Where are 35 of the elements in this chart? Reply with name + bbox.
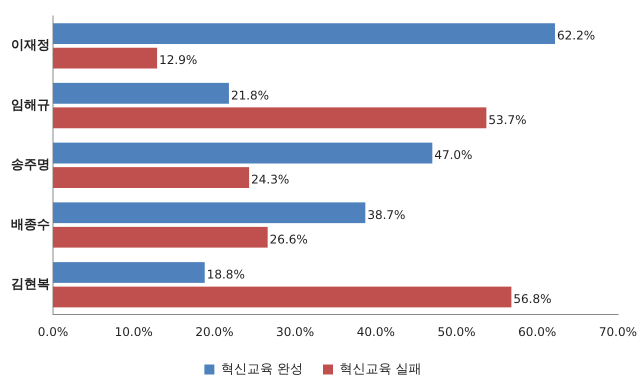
y-tick-label: 이재정 [11, 38, 50, 54]
legend-label: 혁신교육 완성 [220, 362, 304, 377]
data-label: 62.2% [556, 28, 596, 43]
data-label: 21.8% [230, 88, 270, 102]
y-tick-label: 송주명 [11, 158, 50, 173]
bar [53, 142, 432, 164]
x-tick-label: 20.0% [195, 324, 234, 339]
x-tick-label: 50.0% [437, 324, 476, 339]
bar [53, 286, 512, 308]
x-tick-label: 70.0% [598, 324, 637, 339]
bar [53, 23, 555, 44]
bar [53, 262, 205, 283]
bar [53, 48, 158, 69]
legend-label: 혁신교육 실패 [340, 362, 422, 377]
data-label: 18.8% [206, 268, 245, 282]
x-tick-label: 0.0% [38, 324, 68, 339]
x-tick-label: 30.0% [276, 324, 314, 339]
x-tick-label: 40.0% [356, 324, 395, 339]
data-label: 24.3% [251, 172, 290, 187]
bar [53, 82, 229, 104]
x-tick-label: 60.0% [518, 324, 556, 339]
data-label: 38.7% [367, 208, 406, 222]
bar [53, 107, 486, 128]
x-tick-label: 10.0% [114, 324, 153, 339]
data-label: 47.0% [434, 148, 472, 162]
data-label: 56.8% [513, 292, 552, 306]
y-tick-label: 김현복 [11, 277, 50, 292]
data-label: 26.6% [270, 232, 308, 246]
bar [53, 202, 366, 224]
data-label: 53.7% [488, 112, 527, 127]
y-tick-label: 임해규 [11, 98, 50, 113]
data-label: 12.9% [159, 53, 198, 68]
bar [53, 167, 250, 188]
bar [53, 226, 268, 248]
y-tick-label: 배종수 [11, 217, 50, 232]
